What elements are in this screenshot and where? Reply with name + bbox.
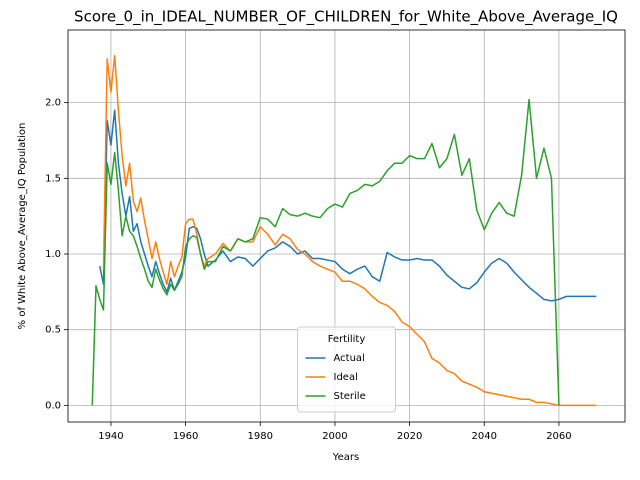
legend-title: Fertility [328, 334, 366, 345]
legend-label: Actual [334, 353, 365, 364]
legend: Fertility Actual Ideal Sterile [297, 326, 396, 413]
y-axis-label: % of White Above_Average_IQ Population [17, 123, 28, 330]
x-tick-label: 1960 [173, 431, 198, 442]
y-tick-label: 1.5 [45, 173, 61, 184]
y-tick-label: 0.0 [45, 400, 61, 411]
x-tick-label: 1940 [98, 431, 123, 442]
x-tick-label: 2060 [546, 431, 571, 442]
x-tick-label: 1980 [248, 431, 273, 442]
y-tick-label: 1.0 [45, 249, 61, 260]
x-tick-label: 2040 [472, 431, 497, 442]
x-tick-label: 2020 [397, 431, 422, 442]
legend-label: Ideal [334, 372, 358, 383]
chart-title: Score_0_in_IDEAL_NUMBER_OF_CHILDREN_for_… [74, 8, 618, 27]
line [98, 109, 597, 302]
y-tick-label: 2.0 [45, 98, 61, 109]
x-axis-label: Years [332, 452, 359, 463]
legend-label: Sterile [334, 391, 366, 402]
line [102, 54, 597, 407]
plot-frame [67, 29, 626, 423]
x-tick-label: 2000 [322, 431, 347, 442]
legend-box [297, 326, 396, 413]
y-tick-label: 0.5 [45, 325, 61, 336]
line [91, 98, 560, 406]
